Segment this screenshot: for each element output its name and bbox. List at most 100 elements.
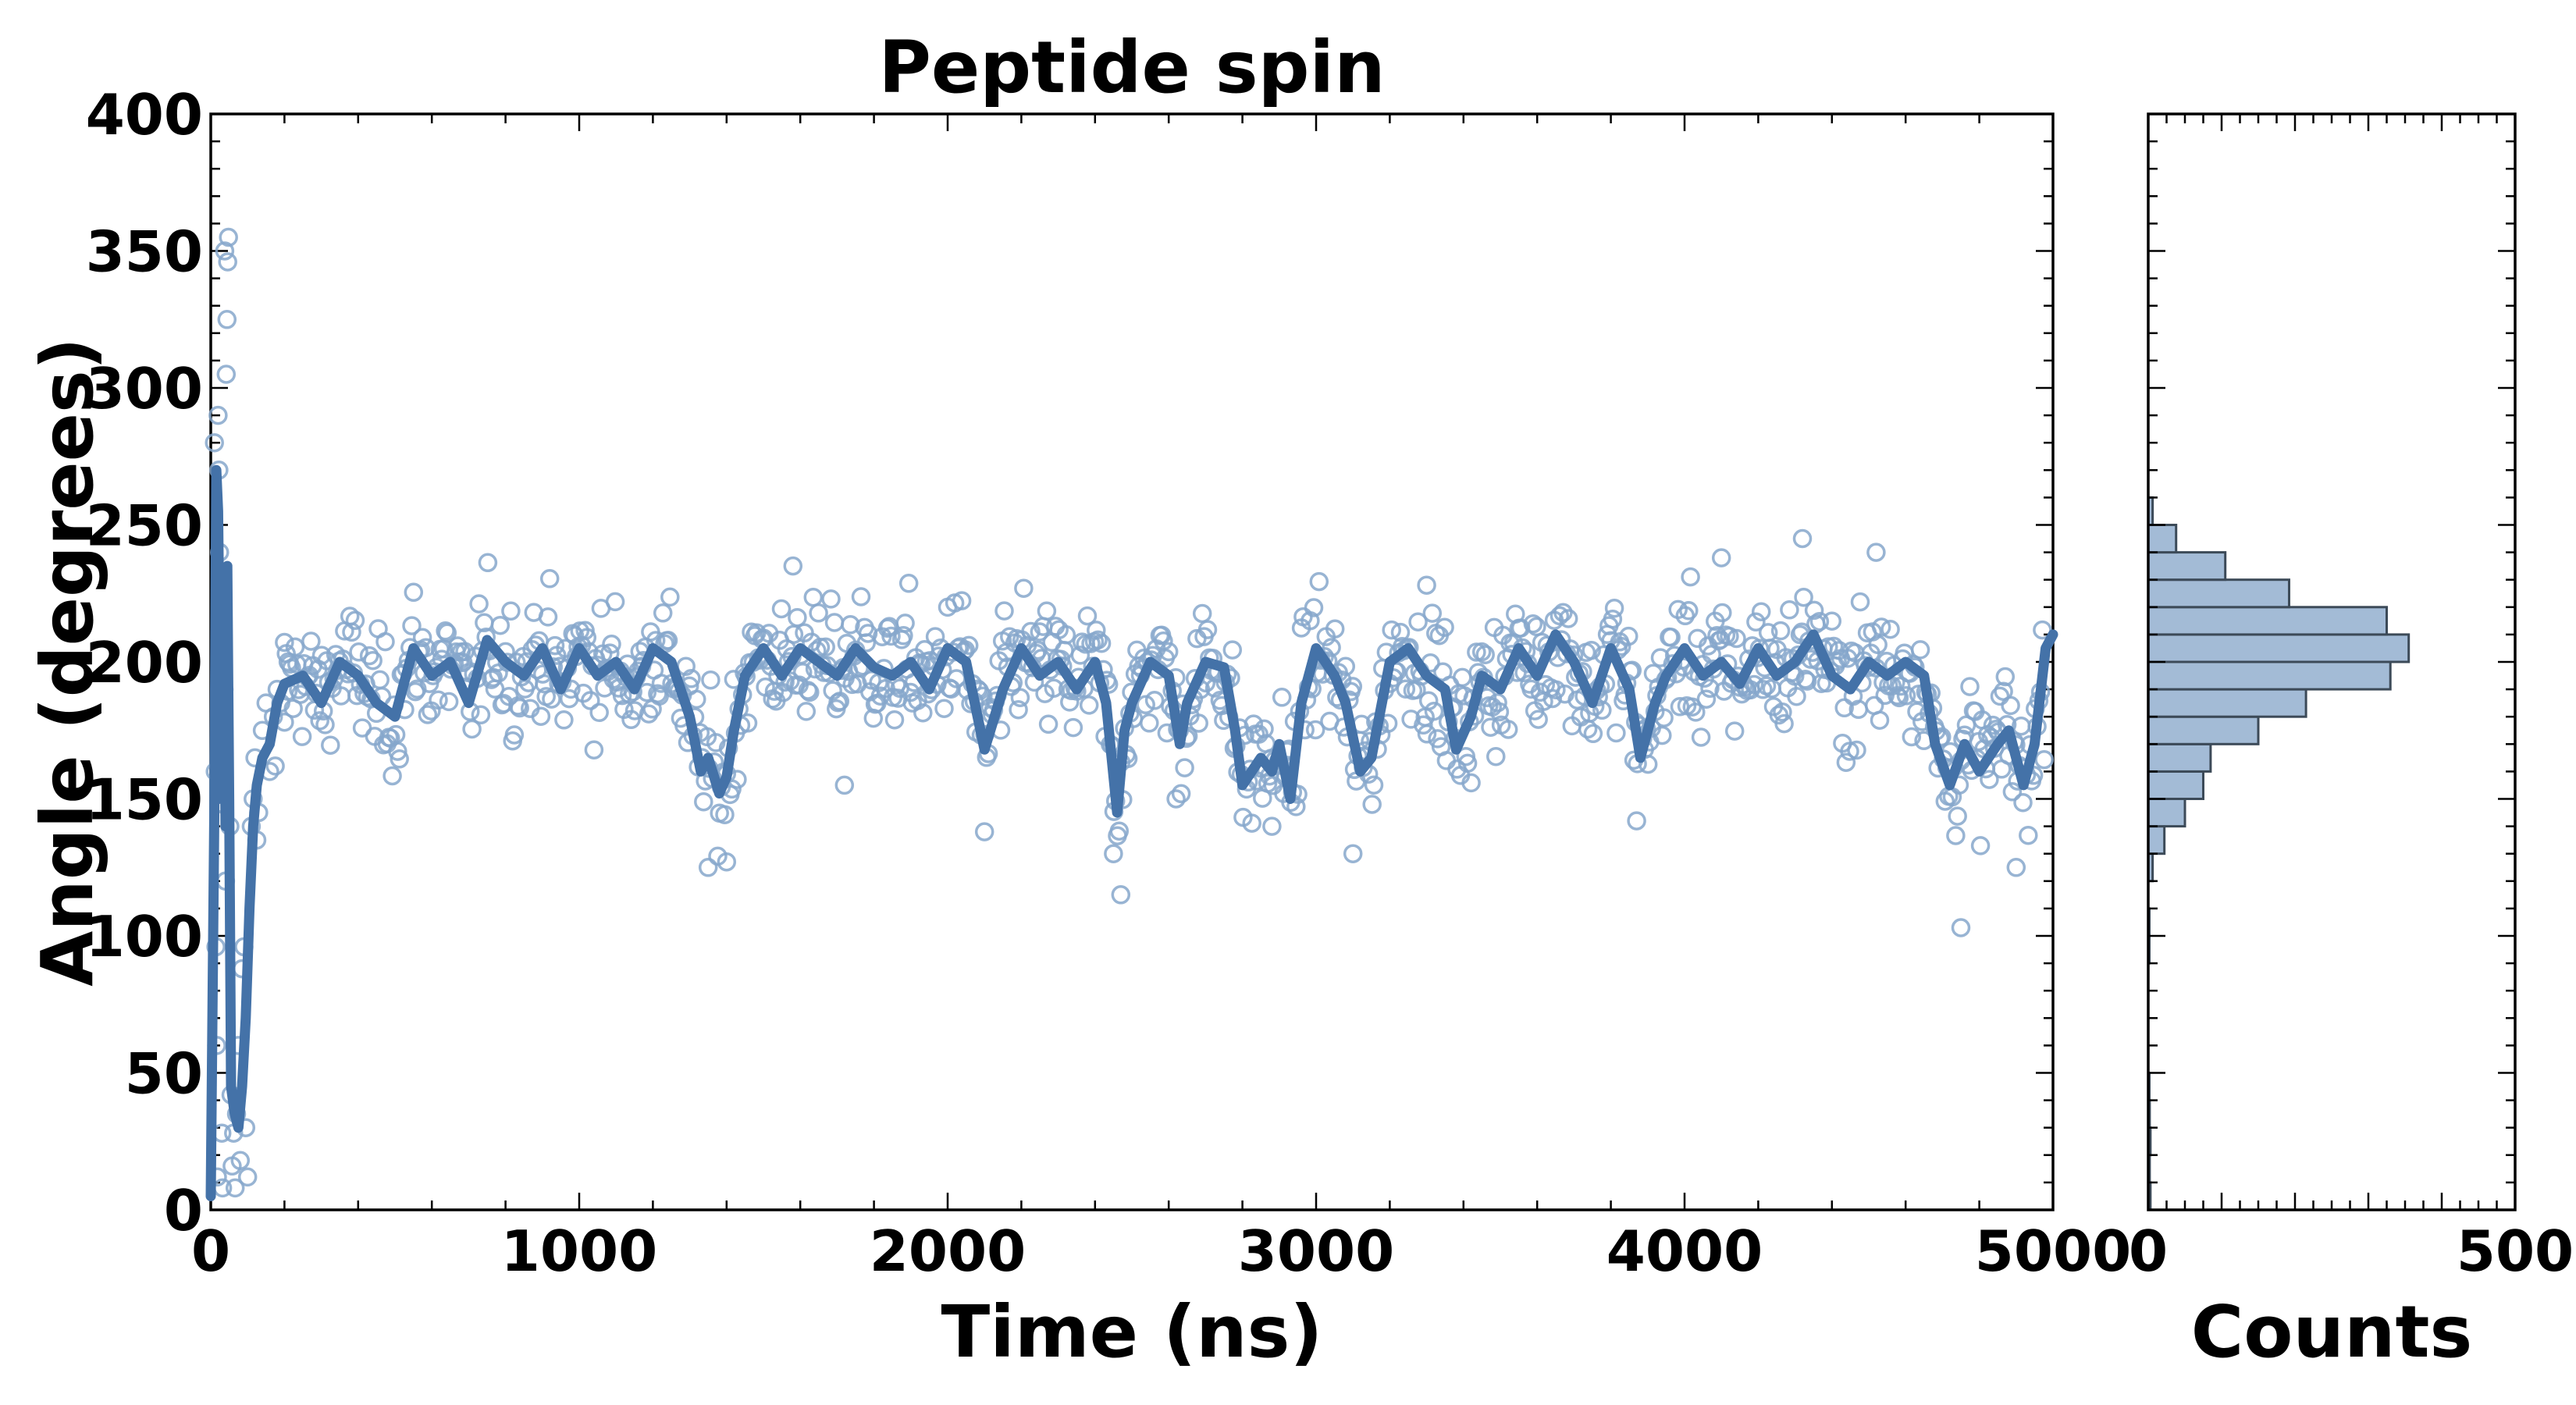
angle-sample-point bbox=[1486, 746, 1506, 767]
histogram-x-tick-labels: 0 500 bbox=[2129, 1218, 2574, 1284]
angle-sample-point bbox=[1951, 918, 1971, 937]
angle-sample-point bbox=[1582, 640, 1601, 660]
y-axis-title: Angle (degrees) bbox=[26, 337, 109, 987]
angle-sample-point bbox=[1140, 713, 1159, 733]
angle-sample-point bbox=[1711, 548, 1731, 567]
angle-sample-point bbox=[602, 635, 621, 654]
angle-sample-point bbox=[1661, 628, 1681, 647]
angle-sample-point bbox=[816, 637, 835, 657]
angle-sample-point bbox=[1774, 713, 1794, 734]
angle-sample-point bbox=[388, 742, 407, 761]
angle-sample-point bbox=[1390, 622, 1411, 642]
angle-sample-point bbox=[589, 702, 609, 723]
angle-sample-point bbox=[1453, 667, 1472, 688]
angle-sample-point bbox=[315, 715, 335, 735]
angle-sample-point bbox=[1091, 633, 1112, 653]
angle-sample-point bbox=[1088, 630, 1108, 650]
angle-sample-point bbox=[1192, 603, 1212, 624]
angle-sample-point bbox=[1681, 567, 1700, 587]
angle-sample-point bbox=[771, 599, 792, 619]
angle-sample-point bbox=[1109, 821, 1130, 841]
angle-sample-point bbox=[1136, 695, 1155, 715]
angle-sample-point bbox=[1009, 699, 1028, 720]
angle-sample-point bbox=[894, 626, 913, 646]
angle-sample-point bbox=[1794, 587, 1813, 607]
angle-sample-point bbox=[1638, 754, 1658, 774]
angle-sample-point bbox=[375, 631, 395, 652]
angle-sample-point bbox=[1037, 601, 1057, 621]
angle-sample-point bbox=[1471, 642, 1492, 662]
angle-sample-point bbox=[796, 702, 817, 721]
angle-sample-point bbox=[584, 740, 604, 759]
angle-sample-point bbox=[539, 569, 560, 589]
angle-sample-point bbox=[1408, 612, 1428, 631]
angle-sample-point bbox=[2001, 695, 2020, 716]
angle-sample-point bbox=[783, 556, 803, 576]
angle-sample-point bbox=[1336, 656, 1356, 677]
angle-sample-point bbox=[508, 696, 528, 716]
angle-sample-point bbox=[701, 670, 720, 690]
angle-time-plot: 0 1000 2000 3000 4000 5000 0 50 100 150 200 250 300… bbox=[26, 26, 2131, 1374]
angle-sample-point bbox=[800, 682, 820, 702]
angle-sample-point bbox=[895, 614, 915, 633]
y-tick-label: 200 bbox=[86, 630, 203, 695]
histogram-bars bbox=[2147, 496, 2411, 1211]
angle-sample-point bbox=[658, 631, 678, 650]
angle-sample-point bbox=[436, 621, 455, 641]
angle-sample-point bbox=[959, 635, 979, 656]
angle-sample-point bbox=[1056, 625, 1076, 645]
angle-sample-point bbox=[1489, 702, 1510, 722]
angle-sample-point bbox=[1770, 621, 1791, 641]
angle-sample-point bbox=[1364, 775, 1384, 795]
angle-sample-point bbox=[382, 766, 402, 786]
angle-sample-point bbox=[621, 710, 641, 730]
angle-sample-point bbox=[225, 1178, 245, 1198]
angle-sample-point bbox=[1254, 719, 1274, 739]
x-tick-label: 0 bbox=[191, 1218, 230, 1284]
angle-sample-point bbox=[809, 603, 828, 623]
angle-sample-point bbox=[2013, 792, 2033, 813]
angle-sample-point bbox=[694, 791, 713, 812]
histogram-bar bbox=[2147, 578, 2290, 609]
counts-histogram: 0 500 Counts bbox=[2129, 112, 2574, 1374]
angle-sample-point bbox=[624, 701, 645, 720]
angle-sample-point bbox=[1558, 609, 1578, 628]
angle-sample-point bbox=[265, 756, 285, 776]
angle-sample-point bbox=[1809, 611, 1830, 631]
angle-sample-point bbox=[340, 606, 360, 626]
angle-sample-point bbox=[429, 690, 448, 710]
angle-sample-point bbox=[1111, 885, 1131, 905]
angle-sample-point bbox=[1804, 600, 1824, 621]
angle-sample-point bbox=[363, 650, 382, 670]
angle-sample-point bbox=[1021, 621, 1041, 642]
histogram-bar bbox=[2147, 742, 2212, 773]
histogram-bar bbox=[2147, 660, 2392, 691]
angle-sample-point bbox=[1727, 628, 1746, 649]
angle-sample-point bbox=[1286, 797, 1306, 816]
angle-sample-point bbox=[934, 699, 954, 718]
angle-sample-point bbox=[698, 858, 718, 877]
angle-sample-point bbox=[1171, 784, 1191, 804]
angle-sample-point bbox=[390, 749, 409, 769]
angle-sample-point bbox=[1868, 635, 1888, 655]
angle-sample-point bbox=[1822, 611, 1842, 631]
angle-sample-point bbox=[653, 603, 673, 623]
angle-sample-point bbox=[1418, 691, 1439, 711]
histogram-bar bbox=[2147, 798, 2186, 828]
angle-sample-point bbox=[913, 702, 933, 723]
angle-sample-point bbox=[1880, 619, 1900, 639]
angle-sample-point bbox=[292, 727, 312, 746]
angle-sample-point bbox=[858, 624, 878, 643]
angle-sample-point bbox=[1746, 612, 1766, 632]
angle-sample-point bbox=[1896, 686, 1916, 706]
angle-sample-point bbox=[884, 710, 905, 730]
angle-sample-point bbox=[994, 601, 1014, 621]
angle-sample-point bbox=[1144, 691, 1165, 710]
angle-sample-point bbox=[462, 719, 482, 739]
angle-sample-point bbox=[510, 698, 529, 718]
angle-sample-point bbox=[545, 635, 565, 656]
angle-sample-point bbox=[1970, 836, 1991, 855]
angle-sample-point bbox=[1691, 727, 1711, 747]
angle-sample-point bbox=[301, 631, 321, 651]
angle-sample-point bbox=[1488, 693, 1507, 713]
